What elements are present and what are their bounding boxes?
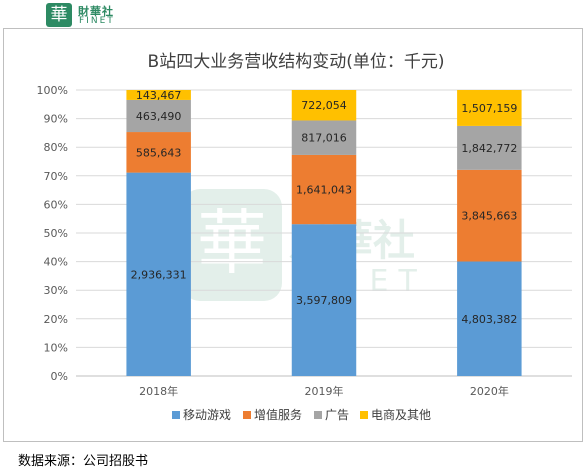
y-tick-label: 10%	[44, 341, 68, 354]
bar-segment	[291, 120, 357, 155]
data-label: 1,842,772	[461, 142, 517, 155]
bar-segment	[291, 90, 357, 121]
logo-text-cn: 財華社	[78, 5, 114, 18]
data-label: 143,467	[136, 89, 182, 102]
y-tick-label: 50%	[44, 227, 68, 240]
bar-segment	[126, 99, 191, 133]
watermark-mark: 華	[197, 202, 267, 284]
data-label: 3,597,809	[296, 294, 352, 307]
y-tick-label: 30%	[44, 284, 68, 297]
legend-label: 广告	[325, 408, 349, 422]
x-axis: 2018年 2019年 2020年	[139, 384, 509, 398]
data-label: 817,016	[301, 132, 347, 145]
y-tick-label: 20%	[44, 313, 68, 326]
legend-label: 增值服务	[254, 407, 302, 422]
bar-segment	[457, 169, 522, 262]
data-label: 1,641,043	[296, 184, 352, 197]
legend-label: 移动游戏	[183, 408, 231, 422]
chart-frame: 華 財華社 FINET B站四大业务营收结构变动(单位：千元) 0%10%20%…	[3, 28, 583, 442]
y-tick-label: 100%	[37, 84, 68, 97]
legend-swatch	[360, 411, 368, 419]
legend-swatch	[243, 411, 251, 419]
watermark-mark-bg	[182, 189, 282, 301]
y-tick-label: 0%	[51, 370, 68, 383]
data-label: 722,054	[301, 99, 347, 112]
y-tick-label: 80%	[44, 141, 68, 154]
bar-segment	[291, 224, 357, 376]
y-tick-label: 40%	[44, 256, 68, 269]
bars: 2,936,331 585,643 463,490 143,467 3,597,809 1…	[126, 89, 522, 376]
x-tick-label: 2019年	[305, 384, 344, 398]
data-label: 2,936,331	[131, 268, 187, 281]
y-axis: 0% 10% 20% 30% 40% 50% 60% 70% 80% 90% 100%	[37, 84, 68, 383]
bar-segment	[457, 90, 522, 126]
legend-swatch	[314, 411, 322, 419]
data-label: 463,490	[136, 110, 182, 123]
y-tick-label: 90%	[44, 113, 68, 126]
logo-mark-icon: 華	[46, 3, 72, 27]
legend-label: 电商及其他	[371, 407, 431, 422]
bar-segment	[291, 154, 357, 225]
stacked-bar-chart: 華 財華社 FINET B站四大业务营收结构变动(单位：千元) 0%10%20%…	[37, 52, 572, 422]
logo-text-en: FINET	[79, 16, 115, 26]
data-label: 3,845,663	[461, 210, 517, 223]
bar-segment	[457, 261, 522, 376]
bar-segment	[457, 125, 522, 170]
chart-title: B站四大业务营收结构变动(单位：千元)	[148, 52, 445, 72]
x-tick-label: 2018年	[139, 384, 178, 398]
data-label: 585,643	[136, 146, 182, 159]
data-source-note: 数据来源：公司招股书	[18, 454, 149, 469]
bar-segment	[126, 172, 191, 376]
legend: 移动游戏 增值服务 广告 电商及其他	[172, 407, 431, 422]
legend-swatch	[172, 411, 180, 419]
bar-segment	[126, 132, 191, 173]
data-label: 1,507,159	[461, 102, 517, 115]
y-tick-label: 70%	[44, 170, 68, 183]
x-tick-label: 2020年	[470, 384, 509, 398]
bar-segment	[126, 90, 191, 100]
data-label: 4,803,382	[461, 313, 517, 326]
y-tick-label: 60%	[44, 198, 68, 211]
